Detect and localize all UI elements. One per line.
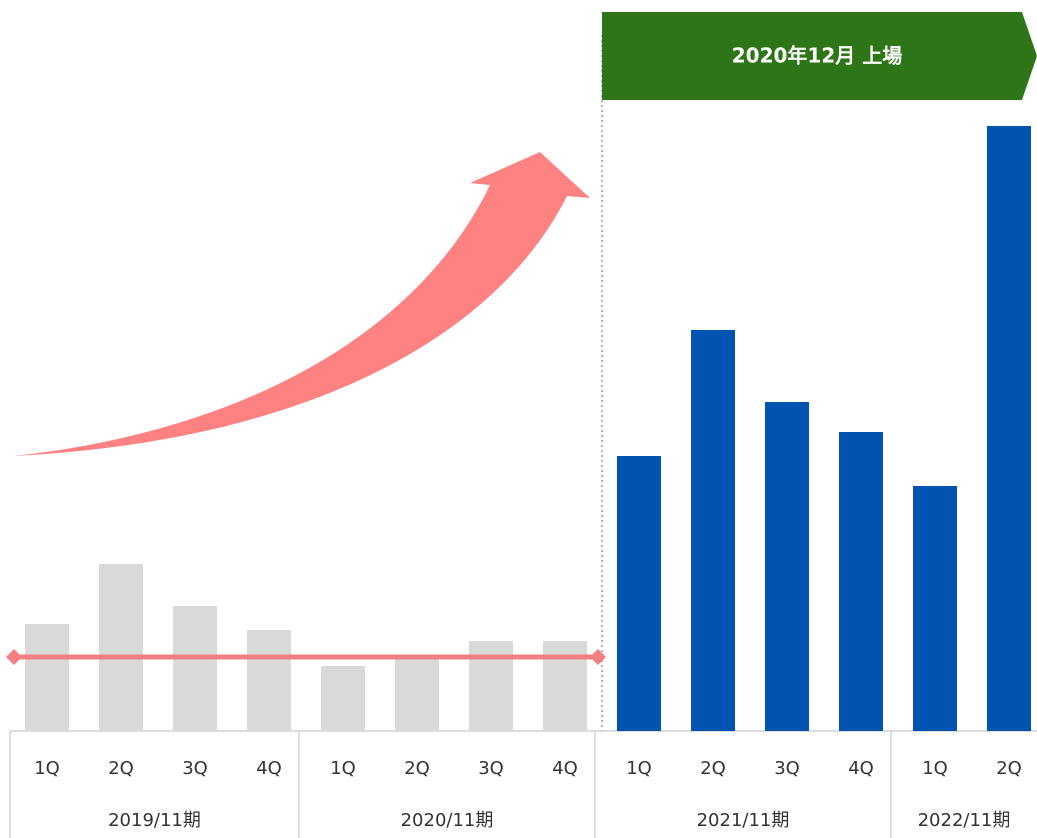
x-tick-label: 4Q	[848, 758, 874, 779]
group-label: 2020/11期	[401, 810, 494, 831]
bar	[987, 126, 1031, 731]
x-tick-label: 2Q	[108, 758, 134, 779]
banner	[602, 12, 1037, 100]
bar	[99, 564, 143, 731]
x-tick-label: 2Q	[404, 758, 430, 779]
bar	[173, 606, 217, 731]
reference-marker	[590, 649, 606, 665]
x-tick-label: 1Q	[922, 758, 948, 779]
x-tick-label: 1Q	[330, 758, 356, 779]
reference-marker	[6, 649, 22, 665]
group-label: 2021/11期	[697, 810, 790, 831]
x-tick-label: 4Q	[256, 758, 282, 779]
bar	[617, 456, 661, 731]
bar	[321, 666, 365, 731]
x-tick-label: 3Q	[182, 758, 208, 779]
bar	[247, 630, 291, 731]
bar	[839, 432, 883, 731]
bar	[765, 402, 809, 731]
x-tick-label: 2Q	[700, 758, 726, 779]
x-tick-label: 1Q	[626, 758, 652, 779]
x-tick-label: 4Q	[552, 758, 578, 779]
x-tick-label: 2Q	[996, 758, 1022, 779]
growth-arrow	[14, 152, 590, 456]
x-tick-label: 1Q	[34, 758, 60, 779]
bar	[691, 330, 735, 731]
banner-text: 2020年12月 上場	[732, 44, 902, 68]
x-tick-label: 3Q	[774, 758, 800, 779]
bar	[25, 624, 69, 731]
x-tick-label: 3Q	[478, 758, 504, 779]
group-label: 2022/11期	[918, 810, 1011, 831]
bar	[913, 486, 957, 731]
group-label: 2019/11期	[108, 810, 201, 831]
bar	[395, 658, 439, 731]
